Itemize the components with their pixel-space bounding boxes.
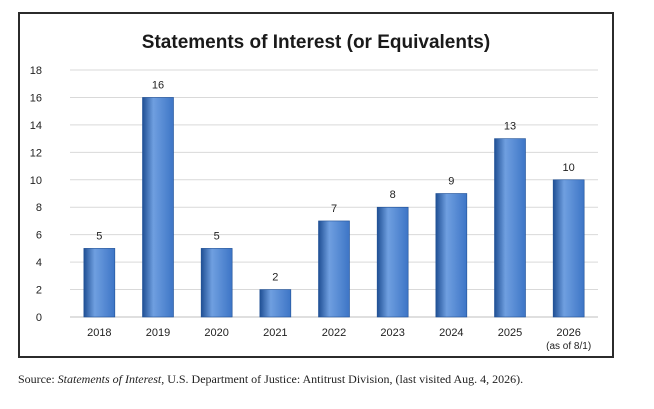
- x-tick-label: 2018: [87, 327, 111, 339]
- bar-2020: [200, 248, 233, 318]
- data-label-2025: 13: [504, 121, 516, 133]
- y-tick-label: 14: [30, 120, 42, 132]
- data-label-2024: 9: [448, 176, 454, 188]
- chart-title: Statements of Interest (or Equivalents): [142, 32, 490, 53]
- data-label-2020: 5: [214, 230, 220, 242]
- x-tick-label: 2025: [498, 327, 522, 339]
- caption-prefix: Source:: [18, 372, 58, 386]
- x-tick-label: 2023: [380, 327, 404, 339]
- y-tick-label: 16: [30, 92, 42, 104]
- data-label-2026: 10: [563, 162, 575, 174]
- data-label-2023: 8: [390, 189, 396, 201]
- bar-2021: [259, 289, 292, 318]
- x-tick-label: 2026: [556, 327, 580, 339]
- y-tick-label: 6: [36, 230, 42, 242]
- bar-2024: [435, 193, 468, 318]
- x-tick-label: 2020: [204, 327, 228, 339]
- caption-italic: Statements of Interest: [57, 372, 162, 386]
- y-tick-label: 0: [36, 312, 42, 324]
- bar-2018: [83, 248, 116, 318]
- y-tick-label: 10: [30, 175, 42, 187]
- x-tick-label: 2021: [263, 327, 287, 339]
- chart-frame: Statements of Interest (or Equivalents) …: [18, 12, 614, 358]
- x-tick-label: 2022: [322, 327, 346, 339]
- y-tick-label: 12: [30, 147, 42, 159]
- bar-2026: [552, 179, 585, 318]
- data-label-2021: 2: [272, 272, 278, 284]
- x-axis: 2018 2019 2020 2021 2022 2023 2024 2025 2026 (as …: [87, 327, 591, 352]
- bar-chart: Statements of Interest (or Equivalents) …: [30, 32, 598, 352]
- data-label-2018: 5: [96, 230, 102, 242]
- bar-2023: [376, 206, 409, 318]
- x-tick-label: 2019: [146, 327, 170, 339]
- y-tick-label: 2: [36, 285, 42, 297]
- bar-2025: [494, 138, 526, 318]
- x-tick-label: 2024: [439, 327, 463, 339]
- y-tick-label: 18: [30, 65, 42, 77]
- y-tick-label: 4: [36, 257, 42, 269]
- y-axis: 0 2 4 6 8 10 12 14 16 18: [30, 65, 42, 324]
- data-label-2022: 7: [331, 203, 337, 215]
- source-caption: Source: Statements of Interest, U.S. Dep…: [18, 372, 650, 387]
- bars: 5 16 5 2 7 8 9 13 10: [83, 79, 585, 318]
- data-label-2019: 16: [152, 79, 164, 91]
- y-tick-label: 8: [36, 202, 42, 214]
- x-tick-sublabel: (as of 8/1): [546, 341, 591, 352]
- bar-2022: [318, 220, 350, 318]
- caption-suffix: , U.S. Department of Justice: Antitrust …: [161, 372, 524, 386]
- bar-2019: [142, 97, 174, 318]
